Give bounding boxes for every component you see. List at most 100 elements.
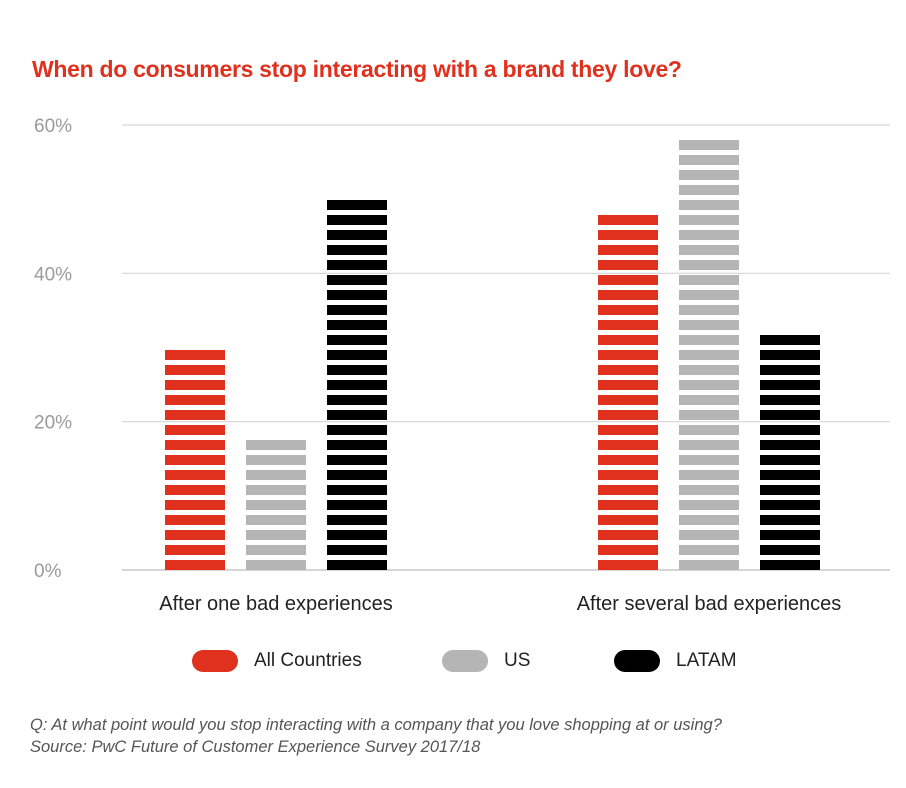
bar-stripe [760,455,820,465]
bar-stripe [165,500,225,510]
bar-stripe [679,410,739,420]
bar-stripe [679,515,739,525]
bar-stripe [165,560,225,570]
bar-stripe [679,140,739,150]
bar-stripe [598,215,658,225]
bar-stripe [165,545,225,555]
bar-stripe [679,185,739,195]
bar-stripe [327,215,387,225]
bar-stripe [760,335,820,345]
bar-stripe [598,350,658,360]
bar-stripe [679,275,739,285]
bar-stripe [679,245,739,255]
bar-stripe [327,485,387,495]
bar-latam [760,335,820,570]
bar-stripe [679,560,739,570]
bar-stripe [327,560,387,570]
bar-stripe [165,515,225,525]
bar-stripe [760,560,820,570]
bar-stripe [760,545,820,555]
bar-stripe [165,410,225,420]
bar-stripe [760,395,820,405]
bar-stripe [598,440,658,450]
y-tick-label: 20% [34,413,72,434]
bar-stripe [246,545,306,555]
bar-stripe [598,230,658,240]
bar-stripe [760,515,820,525]
bar-stripe [679,260,739,270]
bar-stripe [327,245,387,255]
bar-all-countries [598,215,658,570]
bar-stripe [327,200,387,210]
bar-stripe [760,485,820,495]
bar-stripe [598,485,658,495]
bar-stripe [327,365,387,375]
chart-title: When do consumers stop interacting with … [32,56,682,82]
bar-us [679,140,739,570]
bar-stripe [679,440,739,450]
bar-stripe [598,365,658,375]
bar-stripe [165,455,225,465]
bar-stripe [327,275,387,285]
y-tick-label: 0% [34,561,62,582]
bar-stripe [679,290,739,300]
bar-stripe [246,515,306,525]
bar-stripe [246,485,306,495]
bar-stripe [327,425,387,435]
bar-stripe [679,230,739,240]
bar-stripe [679,305,739,315]
legend-item-all-countries: All Countries [192,650,362,672]
legend-item-us: US [442,650,530,672]
footnote-source: Source: PwC Future of Customer Experienc… [30,738,481,756]
bar-stripe [679,215,739,225]
bar-stripe [760,410,820,420]
bar-all-countries [165,350,225,570]
bar-stripe [246,455,306,465]
bar-stripe [598,290,658,300]
bar-latam [327,200,387,570]
bar-stripe [327,395,387,405]
bar-us [246,440,306,570]
bar-stripe [760,365,820,375]
bar-stripe [679,170,739,180]
bar-stripe [598,320,658,330]
bar-stripe [246,470,306,480]
bar-stripe [327,230,387,240]
bar-stripe [327,515,387,525]
bar-stripe [327,410,387,420]
bar-stripe [679,380,739,390]
bar-stripe [760,440,820,450]
bar-stripe [679,350,739,360]
bar-stripe [598,260,658,270]
bar-stripe [679,470,739,480]
bar-stripe [760,425,820,435]
bar-stripe [598,245,658,255]
footnote: Q: At what point would you stop interact… [30,714,722,758]
bar-stripe [598,455,658,465]
legend-label: LATAM [676,650,737,671]
bar-stripe [679,365,739,375]
bar-stripe [760,530,820,540]
bar-stripe [327,500,387,510]
bar-stripe [327,320,387,330]
legend-swatch-all-countries [192,650,238,672]
bar-stripe [165,365,225,375]
y-tick-label: 60% [34,116,72,137]
bar-stripe [679,455,739,465]
legend: All Countries US LATAM [0,650,906,680]
bar-stripe [327,260,387,270]
bar-stripe [327,380,387,390]
bar-stripe [679,425,739,435]
bar-stripe [760,380,820,390]
x-category-label: After one bad experiences [159,593,393,615]
bar-stripe [165,485,225,495]
bar-stripe [246,530,306,540]
legend-label: US [504,650,531,671]
bar-stripe [679,485,739,495]
bar-stripe [598,515,658,525]
bar-stripe [165,380,225,390]
bar-stripe [598,410,658,420]
bar-stripe [327,530,387,540]
legend-swatch-us [442,650,488,672]
bar-stripe [327,350,387,360]
